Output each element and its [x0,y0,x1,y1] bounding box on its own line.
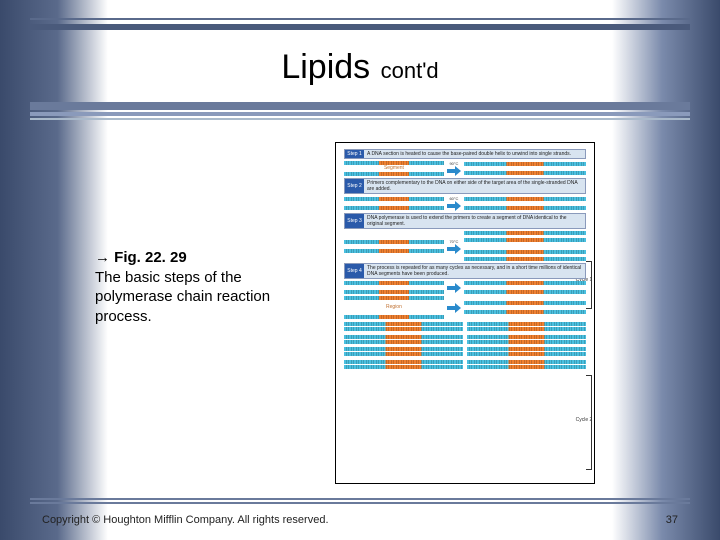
dna-strand [344,365,463,369]
dna-strand [344,281,444,285]
step4-results [344,322,586,344]
dna-strand [344,347,463,351]
header-rule-thick [30,24,690,30]
dna-strand [344,322,463,326]
step4-row-a [344,281,586,294]
footer: Copyright © Houghton Mifflin Company. Al… [42,514,678,526]
step-1-label: Step 1 [345,150,364,158]
header-rule-group [30,18,690,30]
step-2-label: Step 2 [345,179,364,193]
step-1-text: A DNA section is heated to cause the bas… [367,151,571,157]
dna-strand [464,257,586,261]
arrow-icon: → [95,249,110,266]
dna-strand [464,171,586,175]
figure-caption: → Fig. 22. 29 The basic steps of the pol… [95,248,305,326]
dna-strand [344,352,463,356]
dna-strand [344,327,463,331]
dna-strand [344,340,463,344]
dna-strand [344,172,444,176]
dna-strand [344,240,444,244]
arrow-icon [447,201,461,211]
dna-strand [467,335,586,339]
dna-strand [344,290,444,294]
dna-strand [344,206,444,210]
page-number: 37 [666,514,678,526]
dna-strand [344,335,463,339]
title-main: Lipids [281,48,370,86]
dna-strand [344,360,463,364]
title-underline [30,102,690,120]
dna-strand [467,352,586,356]
dna-strand [344,197,444,201]
dna-strand [344,315,444,319]
copyright-text: Copyright © Houghton Mifflin Company. Al… [42,514,329,526]
dna-strand [464,250,586,254]
arrow-icon [447,166,461,176]
title-sub: cont'd [381,58,439,83]
region-label: Region [344,304,444,310]
step-1-header: Step 1 A DNA section is heated to cause … [344,149,586,159]
step4-row-b: Region [344,296,586,319]
dna-strand [467,360,586,364]
dna-strand [464,231,586,235]
figure-number: Fig. 22. 29 [114,249,187,266]
step4-results-2 [344,347,586,369]
dna-strand [464,197,586,201]
dna-strand [467,322,586,326]
step-3-text: DNA polymerase is used to extend the pri… [367,215,567,227]
dna-strand [344,249,444,253]
dna-strand [344,161,444,165]
step2-row: 60°C [344,196,586,211]
header-rule-thin [30,18,690,20]
dna-strand [467,327,586,331]
step3-row: 70°C [344,231,586,261]
dna-strand [464,301,586,305]
step-3-label: Step 3 [345,214,364,228]
step-4-text: The process is repeated for as many cycl… [367,265,581,277]
dna-strand [467,340,586,344]
step-2-header: Step 2 Primers complementary to the DNA … [344,178,586,194]
footer-rule-group [30,496,690,504]
arrow-icon [447,244,461,254]
dna-strand [464,238,586,242]
caption-text: The basic steps of the polymerase chain … [95,269,270,325]
dna-strand [464,310,586,314]
step-4-header: Step 4 The process is repeated for as ma… [344,263,586,279]
pcr-diagram: Step 1 A DNA section is heated to cause … [335,142,595,484]
step-4-label: Step 4 [345,264,364,278]
arrow-icon [447,283,461,293]
dna-strand [467,365,586,369]
arrow-icon [447,303,461,313]
dna-strand [464,290,586,294]
slide-title: Lipids cont'd [0,0,720,97]
content-area: → Fig. 22. 29 The basic steps of the pol… [0,150,720,490]
step-2-text: Primers complementary to the DNA on eith… [367,180,577,192]
segment-label: Segment [344,165,444,171]
dna-strand [464,281,586,285]
cycle-2-label: Cycle 2 [573,418,595,423]
dna-strand [464,162,586,166]
dna-strand [464,206,586,210]
dna-strand [344,296,444,300]
dna-strand [467,347,586,351]
step-3-header: Step 3 DNA polymerase is used to extend … [344,213,586,229]
step1-row: Segment 90°C [344,161,586,176]
cycle-1-bracket [586,261,592,309]
